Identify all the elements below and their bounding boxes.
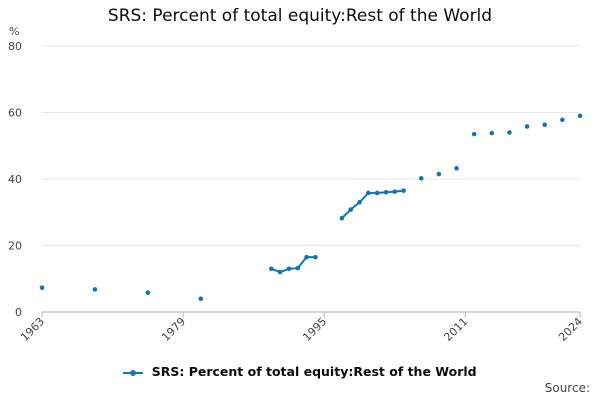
x-tick-label: 2024 bbox=[556, 315, 585, 344]
y-tick-label: 0 bbox=[15, 306, 22, 319]
data-point bbox=[269, 266, 274, 272]
data-point bbox=[313, 254, 318, 260]
data-point bbox=[383, 190, 389, 195]
legend-dot bbox=[130, 369, 137, 376]
data-point bbox=[524, 124, 530, 129]
legend-series-label: SRS: Percent of total equity:Rest of the… bbox=[151, 364, 477, 379]
data-point bbox=[366, 190, 371, 196]
x-tick-label: 1963 bbox=[18, 315, 47, 344]
data-point bbox=[418, 176, 424, 181]
x-tick-label: 1995 bbox=[300, 315, 329, 344]
chart-title: SRS: Percent of total equity:Rest of the… bbox=[107, 6, 493, 26]
data-point bbox=[489, 130, 495, 136]
data-point bbox=[507, 130, 512, 135]
data-point bbox=[286, 266, 292, 272]
data-point bbox=[392, 189, 398, 194]
source-label: Source: bbox=[544, 381, 590, 395]
data-point bbox=[374, 190, 380, 196]
x-tick-label: 2011 bbox=[441, 315, 470, 344]
series-line-segment bbox=[296, 256, 308, 270]
data-point bbox=[436, 171, 442, 177]
data-point bbox=[401, 188, 406, 193]
data-point bbox=[560, 117, 565, 123]
y-tick-label: 80 bbox=[8, 40, 22, 53]
legend-series-swatch bbox=[123, 368, 144, 378]
data-point bbox=[357, 199, 362, 205]
y-tick-label: 60 bbox=[8, 107, 22, 120]
data-point bbox=[304, 254, 309, 260]
data-point bbox=[277, 269, 283, 275]
chart-legend[interactable]: SRS: Percent of total equity:Rest of the… bbox=[0, 364, 600, 379]
data-point bbox=[339, 215, 345, 221]
data-point bbox=[577, 113, 583, 119]
y-tick-label: 20 bbox=[8, 240, 22, 253]
data-point bbox=[348, 207, 353, 212]
data-point bbox=[39, 285, 45, 291]
y-tick-label: 40 bbox=[8, 173, 22, 186]
data-point bbox=[542, 122, 548, 128]
data-point bbox=[198, 296, 204, 302]
data-point bbox=[92, 287, 98, 292]
data-point bbox=[471, 131, 477, 137]
data-point bbox=[145, 290, 151, 296]
y-axis-unit-label: % bbox=[9, 25, 19, 38]
data-point bbox=[295, 265, 301, 271]
data-point bbox=[454, 166, 459, 171]
x-tick-label: 1979 bbox=[159, 315, 188, 344]
